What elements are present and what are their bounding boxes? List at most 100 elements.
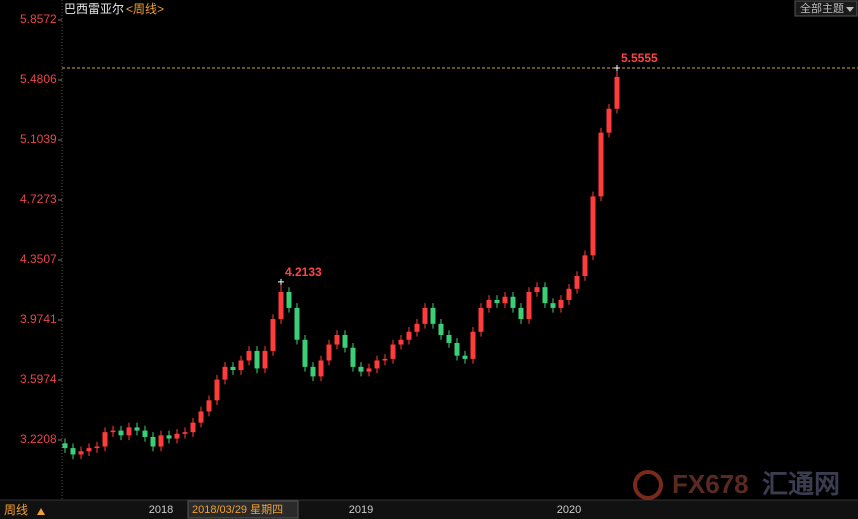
peak-marker [278, 278, 284, 285]
candle-body [230, 366, 236, 371]
candle-body [254, 350, 260, 369]
chart-subtitle: <周线> [126, 2, 164, 16]
candle-body [454, 342, 460, 356]
candle-body [150, 436, 156, 447]
candle-body [390, 344, 396, 359]
watermark-text: 汇通网 [762, 469, 840, 499]
candle-body [422, 307, 428, 324]
candle-body [238, 360, 244, 371]
y-tick-label: 4.7273 [20, 192, 57, 206]
candle-body [414, 323, 420, 332]
candle-body [86, 448, 92, 452]
candle-body [574, 276, 580, 289]
candle-body [566, 288, 572, 300]
candle-body [518, 307, 524, 320]
y-tick-label: 5.4806 [20, 72, 57, 86]
y-tick-label: 3.5974 [20, 372, 57, 386]
candle-body [278, 291, 284, 320]
candle-body [350, 347, 356, 367]
candle-body [526, 291, 532, 320]
cursor-date-box [187, 500, 299, 519]
candle-body [142, 430, 148, 437]
candle-body [494, 299, 500, 304]
candle-body [182, 432, 188, 434]
y-tick-label: 3.9741 [20, 312, 57, 326]
candle-body [374, 360, 380, 369]
candle-body [614, 76, 620, 109]
candle-body [478, 307, 484, 332]
candle-body [558, 299, 564, 308]
x-tick-label: 2018 [149, 504, 173, 516]
candle-body [118, 430, 124, 436]
candle-body [126, 427, 132, 436]
candle-body [318, 360, 324, 377]
candle-body [398, 339, 404, 345]
candle-body [590, 196, 596, 256]
candle-body [470, 331, 476, 359]
candle-body [206, 400, 212, 412]
candle-body [78, 451, 84, 455]
chart-title: 巴西雷亚尔 [64, 1, 124, 16]
candle-body [462, 355, 468, 359]
peak-label: 5.5555 [621, 51, 658, 65]
candle-body [438, 323, 444, 335]
y-tick-label: 4.3507 [20, 252, 57, 266]
candle-body [430, 307, 436, 324]
candle-body [222, 366, 228, 380]
period-label[interactable]: 周线 [4, 503, 28, 517]
candle-body [198, 411, 204, 423]
peak-marker [614, 65, 620, 72]
watermark-text: FX678 [672, 469, 749, 499]
candle-body [302, 339, 308, 367]
y-tick-label: 3.2208 [20, 432, 57, 446]
candle-body [158, 435, 164, 447]
cursor-date: 2018/03/29 星期四 [192, 503, 283, 516]
candle-body [606, 108, 612, 133]
candle-body [134, 427, 140, 431]
candle-body [382, 358, 388, 361]
y-tick-label: 5.8572 [20, 12, 57, 26]
candle-body [94, 446, 100, 449]
candle-body [190, 422, 196, 433]
candle-body [174, 433, 180, 439]
peak-label: 4.2133 [285, 265, 322, 279]
dropdown-icon [846, 7, 854, 12]
candle-body [70, 448, 76, 455]
candle-body [286, 291, 292, 308]
period-icon [37, 508, 45, 515]
candle-body [582, 255, 588, 277]
candle-body [358, 366, 364, 372]
candle-body [262, 350, 268, 369]
candle-body [486, 299, 492, 308]
candle-body [310, 366, 316, 377]
y-tick-label: 5.1039 [20, 132, 57, 146]
candle-body [110, 430, 116, 433]
candle-body [502, 296, 508, 304]
watermark-logo [633, 470, 663, 500]
candle-body [294, 307, 300, 340]
candle-body [446, 334, 452, 343]
candle-body [366, 368, 372, 372]
theme-button-label[interactable]: 全部主题 [800, 1, 844, 15]
x-axis-bar [0, 500, 858, 519]
candle-body [270, 319, 276, 351]
candle-body [598, 132, 604, 197]
candle-body [542, 287, 548, 304]
candle-body [214, 379, 220, 401]
candle-body [510, 296, 516, 308]
candle-body [166, 435, 172, 439]
theme-button[interactable] [794, 0, 858, 17]
candle-body [342, 334, 348, 348]
candle-body [334, 334, 340, 345]
candle-body [550, 303, 556, 308]
x-tick-label: 2019 [349, 504, 373, 516]
candle-body [102, 432, 108, 447]
candle-body [246, 350, 252, 361]
candle-body [406, 331, 412, 340]
candle-body [326, 344, 332, 361]
x-tick-label: 2020 [557, 504, 581, 516]
candle-body [62, 443, 68, 449]
